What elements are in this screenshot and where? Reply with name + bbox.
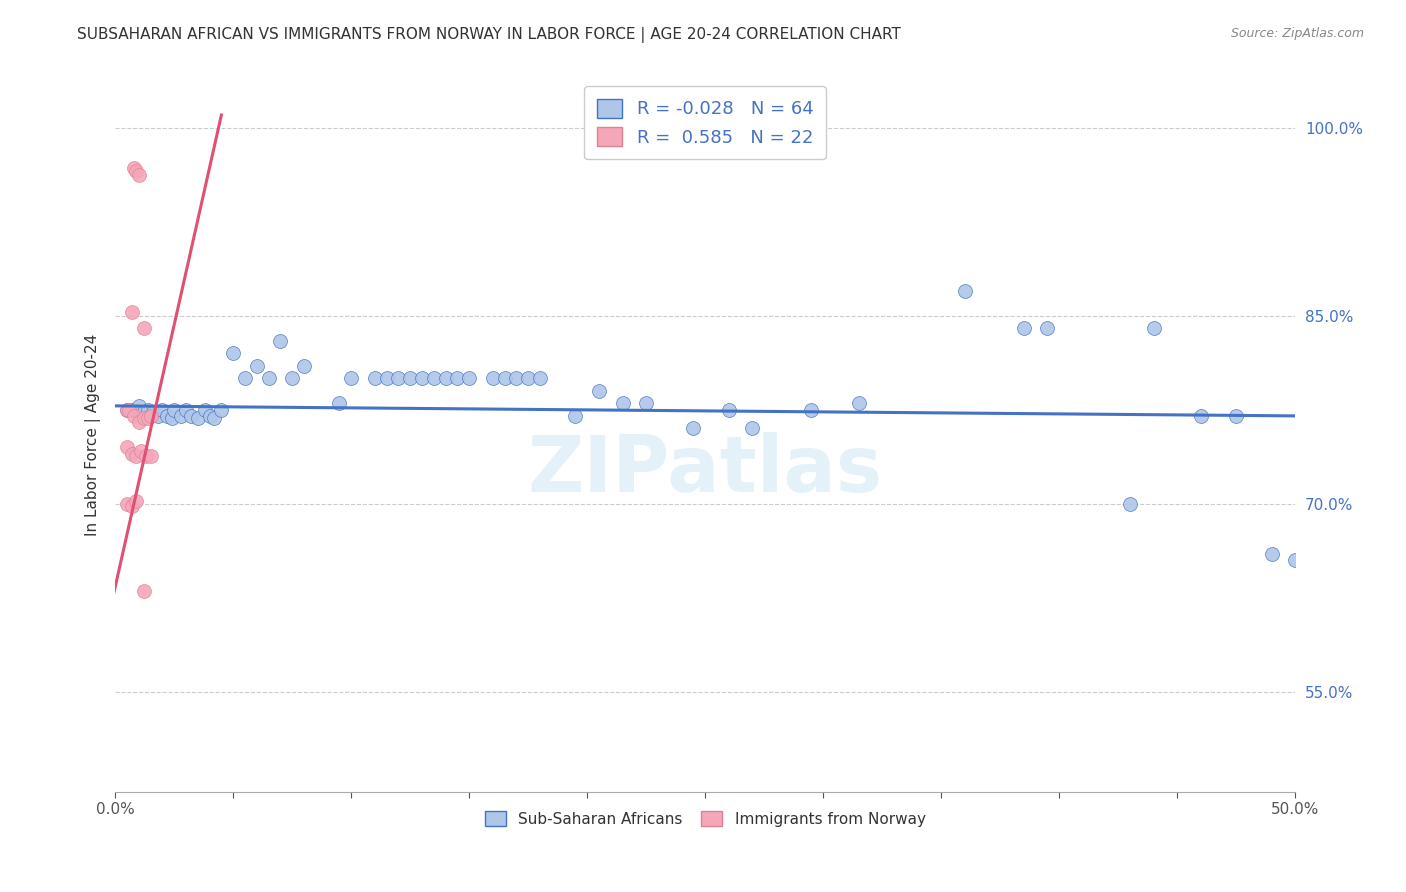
Point [741,421,763,435]
Point [122,409,145,423]
Point [399,371,422,385]
Point [328,396,350,410]
Point [122,161,145,175]
Point [128,168,150,182]
Point [118,402,141,417]
Point [139,449,162,463]
Point [1036,321,1059,335]
Point [800,402,823,417]
Point [233,371,256,385]
Point [132,321,155,335]
Point [292,359,315,373]
Point [128,415,150,429]
Point [458,371,481,385]
Point [163,402,186,417]
Point [953,284,976,298]
Point [481,371,503,385]
Point [121,305,143,319]
Point [132,411,155,425]
Point [202,411,225,425]
Point [170,409,193,423]
Point [1142,321,1164,335]
Point [612,396,634,410]
Point [1119,497,1142,511]
Point [128,399,150,413]
Point [222,346,245,360]
Point [517,371,540,385]
Point [1260,547,1282,561]
Point [529,371,551,385]
Point [411,371,433,385]
Point [375,371,398,385]
Point [150,402,173,417]
Point [636,396,658,410]
Point [115,440,138,454]
Point [121,499,143,513]
Point [564,409,586,423]
Point [717,402,740,417]
Text: ZIPatlas: ZIPatlas [527,433,883,508]
Point [115,497,138,511]
Point [136,411,159,425]
Point [281,371,304,385]
Point [121,402,143,417]
Point [269,334,291,348]
Point [187,411,209,425]
Point [180,409,202,423]
Point [132,584,155,599]
Point [146,409,169,423]
Point [194,402,217,417]
Point [132,405,155,419]
Point [505,371,527,385]
Point [121,446,143,460]
Point [434,371,457,385]
Point [364,371,387,385]
Point [423,371,446,385]
Point [142,405,165,419]
Point [129,444,152,458]
Text: SUBSAHARAN AFRICAN VS IMMIGRANTS FROM NORWAY IN LABOR FORCE | AGE 20-24 CORRELAT: SUBSAHARAN AFRICAN VS IMMIGRANTS FROM NO… [77,27,901,43]
Point [1225,409,1247,423]
Point [115,402,138,417]
Point [246,359,269,373]
Legend: Sub-Saharan Africans, Immigrants from Norway: Sub-Saharan Africans, Immigrants from No… [477,804,934,834]
Point [156,409,179,423]
Text: Source: ZipAtlas.com: Source: ZipAtlas.com [1230,27,1364,40]
Point [136,402,159,417]
Point [1012,321,1035,335]
Point [174,402,197,417]
Point [1284,553,1306,567]
Point [257,371,280,385]
Point [588,384,610,398]
Point [494,371,516,385]
Point [125,164,148,178]
Point [1189,409,1212,423]
Point [139,409,162,423]
Point [160,411,183,425]
Point [446,371,468,385]
Point [387,371,409,385]
Point [125,494,148,508]
Point [198,409,221,423]
Point [209,402,232,417]
Point [848,396,870,410]
Point [125,449,148,463]
Point [340,371,363,385]
Y-axis label: In Labor Force | Age 20-24: In Labor Force | Age 20-24 [86,334,101,536]
Point [682,421,704,435]
Point [115,402,138,417]
Point [135,449,157,463]
